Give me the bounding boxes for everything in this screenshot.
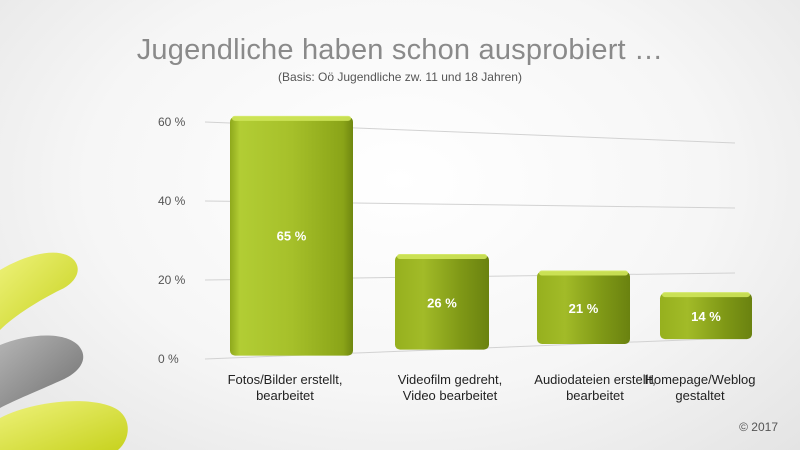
- bar: [660, 293, 752, 340]
- chart-subtitle: (Basis: Oö Jugendliche zw. 11 und 18 Jah…: [278, 70, 522, 84]
- bar-value-label: 26 %: [427, 295, 457, 310]
- y-tick-label: 0 %: [158, 352, 179, 366]
- x-category-label: Audiodateien erstellt,: [534, 372, 655, 387]
- bar: [230, 116, 353, 356]
- bar-top-cap: [397, 254, 487, 260]
- x-category-label: gestaltet: [675, 388, 725, 403]
- chart-title: Jugendliche haben schon ausprobiert …: [136, 34, 664, 66]
- petal-yellow-top: [0, 252, 78, 330]
- petal-gray: [0, 335, 84, 408]
- bar-top-cap: [539, 270, 628, 276]
- y-tick-label: 20 %: [158, 273, 186, 287]
- bar: [537, 271, 630, 345]
- x-category-label: bearbeitet: [566, 388, 624, 403]
- x-category-label: Videofilm gedreht,: [398, 372, 503, 387]
- bar-value-label: 14 %: [691, 309, 721, 324]
- bar-value-label: 65 %: [277, 229, 307, 244]
- x-category-label: Fotos/Bilder erstellt,: [228, 372, 343, 387]
- copyright-note: © 2017: [739, 420, 778, 434]
- bar-value-label: 21 %: [569, 301, 599, 316]
- x-category-label: bearbeitet: [256, 388, 314, 403]
- x-category-label: Video bearbeitet: [403, 388, 498, 403]
- x-category-label: Homepage/Weblog: [644, 372, 755, 387]
- y-tick-label: 60 %: [158, 115, 186, 129]
- petal-yellow-bottom: [0, 401, 128, 450]
- bar-top-cap: [232, 115, 351, 121]
- y-tick-label: 40 %: [158, 194, 186, 208]
- bar: [395, 255, 489, 350]
- bar-top-cap: [662, 292, 750, 298]
